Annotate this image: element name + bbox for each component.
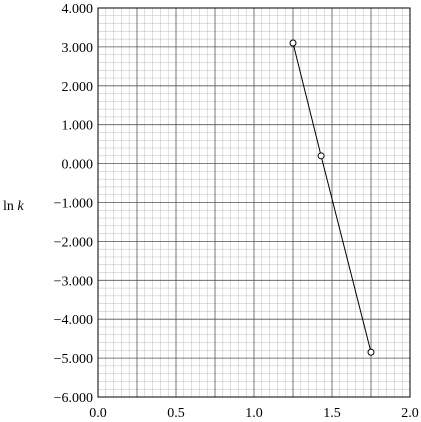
y-tick-label: −1.000 — [54, 197, 93, 212]
y-axis-title-variable: k — [17, 199, 24, 214]
y-tick-label: −5.000 — [54, 352, 93, 367]
x-tick-label: 1.0 — [245, 406, 263, 421]
data-point — [289, 39, 297, 47]
y-tick-label: −3.000 — [54, 274, 93, 289]
y-tick-label: 2.000 — [62, 80, 94, 95]
x-tick-label: 2.0 — [401, 406, 419, 421]
y-axis-title-prefix: ln — [3, 199, 17, 214]
data-point — [367, 348, 375, 356]
y-axis-title: ln k — [3, 199, 24, 214]
y-tick-label: −4.000 — [54, 313, 93, 328]
x-tick-label: 0.0 — [89, 406, 107, 421]
y-tick-label: −6.000 — [54, 391, 93, 406]
y-tick-label: −2.000 — [54, 235, 93, 250]
y-tick-label: 3.000 — [62, 41, 94, 56]
y-tick-label: 1.000 — [62, 119, 94, 134]
series-points — [289, 39, 375, 356]
x-tick-label: 0.5 — [167, 406, 185, 421]
data-point — [317, 152, 325, 160]
y-tick-label: 0.000 — [62, 158, 94, 173]
y-tick-label: 4.000 — [62, 2, 94, 17]
plot-frame — [97, 7, 411, 398]
x-tick-label: 1.5 — [323, 406, 341, 421]
y-tick-labels: 4.000 3.000 2.000 1.000 0.000 −1.000 −2.000 −3.… — [54, 2, 93, 406]
x-tick-labels: 0.0 0.5 1.0 1.5 2.0 — [89, 406, 419, 421]
